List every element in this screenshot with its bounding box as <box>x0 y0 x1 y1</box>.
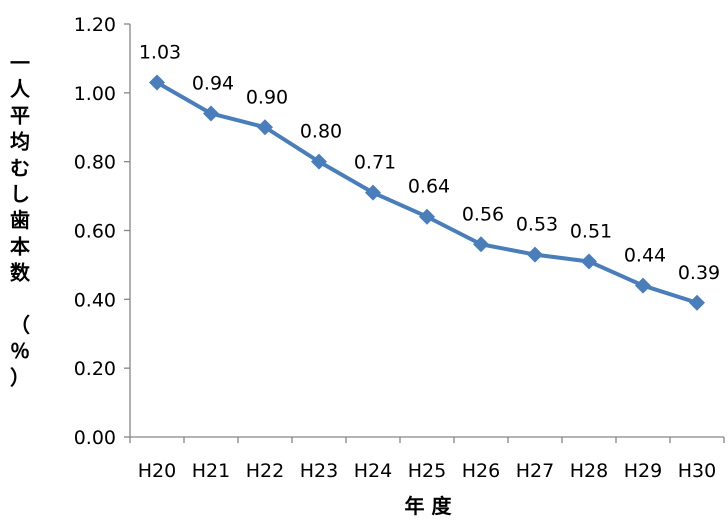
data-label: 1.03 <box>139 42 181 64</box>
x-tick-label: H27 <box>516 460 554 482</box>
data-labels: 1.03 0.94 0.90 0.80 0.71 0.64 0.56 0.53 0.51 0.44… <box>139 42 720 284</box>
series-markers <box>149 74 705 311</box>
y-axis-title-char: 本 <box>10 234 30 258</box>
x-tick-label: H22 <box>246 460 284 482</box>
x-tick-label: H29 <box>624 460 662 482</box>
data-point-marker <box>473 236 489 253</box>
data-label: 0.39 <box>678 262 720 284</box>
x-tick-label: H28 <box>570 460 608 482</box>
y-axis-title-char: 歯 <box>10 208 30 232</box>
y-tick-label: 0.20 <box>74 358 116 380</box>
data-point-marker <box>635 277 651 294</box>
y-tick-label: 0.60 <box>74 221 116 243</box>
data-point-marker <box>527 246 543 263</box>
y-tick-label: 1.20 <box>74 14 116 36</box>
y-axis-title-char: 平 <box>10 103 30 127</box>
data-label: 0.56 <box>462 203 504 225</box>
x-tick-label: H26 <box>462 460 500 482</box>
y-tick-label: 0.80 <box>74 152 116 174</box>
data-point-marker <box>311 153 327 170</box>
y-axis-title-char: 一 <box>10 51 30 75</box>
data-label: 0.94 <box>192 72 234 94</box>
y-axis-title-char: ％ <box>10 339 30 363</box>
x-ticks: H20 H21 H22 H23 H24 H25 H26 H27 H28 H29 H30 <box>129 437 725 482</box>
y-ticks: 0.00 0.20 0.40 0.60 0.80 1.00 1.20 <box>74 14 130 449</box>
x-axis-title: 年 度 <box>405 494 453 518</box>
data-point-marker <box>581 253 597 270</box>
data-label: 0.90 <box>246 86 288 108</box>
y-axis-title-char: ） <box>10 365 30 389</box>
data-label: 0.51 <box>570 220 612 242</box>
y-axis-title-char: （ <box>10 313 30 337</box>
x-tick-label: H21 <box>192 460 230 482</box>
data-point-marker <box>419 208 435 225</box>
data-point-marker <box>203 105 219 122</box>
y-axis-title-char: 人 <box>10 77 31 101</box>
x-tick-label: H30 <box>678 460 716 482</box>
y-tick-label: 0.40 <box>74 289 116 311</box>
data-point-marker <box>689 294 705 311</box>
data-label: 0.71 <box>354 152 396 174</box>
x-tick-label: H25 <box>408 460 446 482</box>
data-label: 0.44 <box>624 245 666 267</box>
data-label: 0.80 <box>300 121 342 143</box>
data-label: 0.64 <box>408 176 450 198</box>
data-point-marker <box>365 184 381 201</box>
y-tick-label: 0.00 <box>74 427 116 449</box>
y-axis-title-char: 均 <box>10 130 30 154</box>
y-axis-title-char: し <box>10 182 30 206</box>
y-tick-label: 1.00 <box>74 83 116 105</box>
x-tick-label: H23 <box>300 460 338 482</box>
x-tick-label: H20 <box>138 460 176 482</box>
x-tick-label: H24 <box>354 460 392 482</box>
data-point-marker <box>149 74 165 91</box>
data-point-marker <box>257 119 273 136</box>
y-axis-title-char: 数 <box>10 261 31 285</box>
data-label: 0.53 <box>516 214 558 236</box>
y-axis-title-char: む <box>10 156 30 180</box>
